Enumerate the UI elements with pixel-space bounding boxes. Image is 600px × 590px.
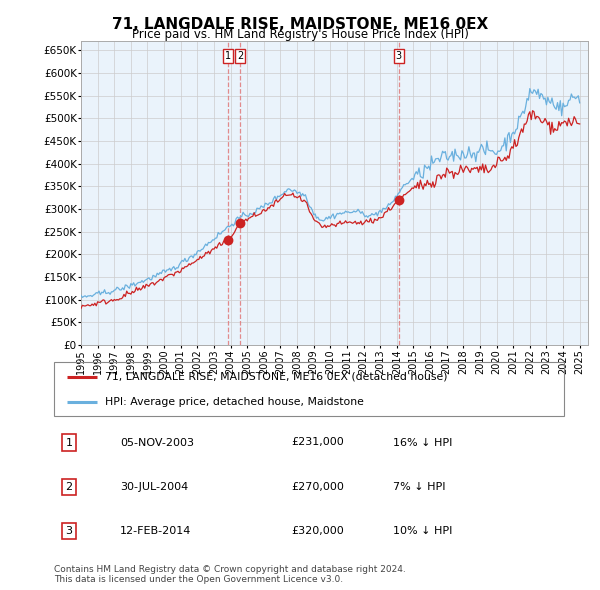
Text: 7% ↓ HPI: 7% ↓ HPI xyxy=(393,482,445,491)
Text: 12-FEB-2014: 12-FEB-2014 xyxy=(120,526,191,536)
Text: 3: 3 xyxy=(396,51,402,61)
Text: 2: 2 xyxy=(65,482,73,491)
Text: 3: 3 xyxy=(65,526,73,536)
Text: £320,000: £320,000 xyxy=(291,526,344,536)
Text: 2: 2 xyxy=(237,51,244,61)
Text: 05-NOV-2003: 05-NOV-2003 xyxy=(120,438,194,447)
Text: 30-JUL-2004: 30-JUL-2004 xyxy=(120,482,188,491)
Text: HPI: Average price, detached house, Maidstone: HPI: Average price, detached house, Maid… xyxy=(105,398,364,407)
Point xyxy=(235,218,245,227)
Text: 10% ↓ HPI: 10% ↓ HPI xyxy=(393,526,452,536)
Text: 16% ↓ HPI: 16% ↓ HPI xyxy=(393,438,452,447)
Text: £270,000: £270,000 xyxy=(291,482,344,491)
Text: 1: 1 xyxy=(225,51,231,61)
Text: £231,000: £231,000 xyxy=(291,438,344,447)
Text: 71, LANGDALE RISE, MAIDSTONE, ME16 0EX (detached house): 71, LANGDALE RISE, MAIDSTONE, ME16 0EX (… xyxy=(105,372,448,382)
Point xyxy=(394,195,404,205)
Point xyxy=(223,235,233,245)
Text: Price paid vs. HM Land Registry's House Price Index (HPI): Price paid vs. HM Land Registry's House … xyxy=(131,28,469,41)
Text: 1: 1 xyxy=(65,438,73,447)
Text: 71, LANGDALE RISE, MAIDSTONE, ME16 0EX: 71, LANGDALE RISE, MAIDSTONE, ME16 0EX xyxy=(112,17,488,31)
Text: Contains HM Land Registry data © Crown copyright and database right 2024.
This d: Contains HM Land Registry data © Crown c… xyxy=(54,565,406,584)
